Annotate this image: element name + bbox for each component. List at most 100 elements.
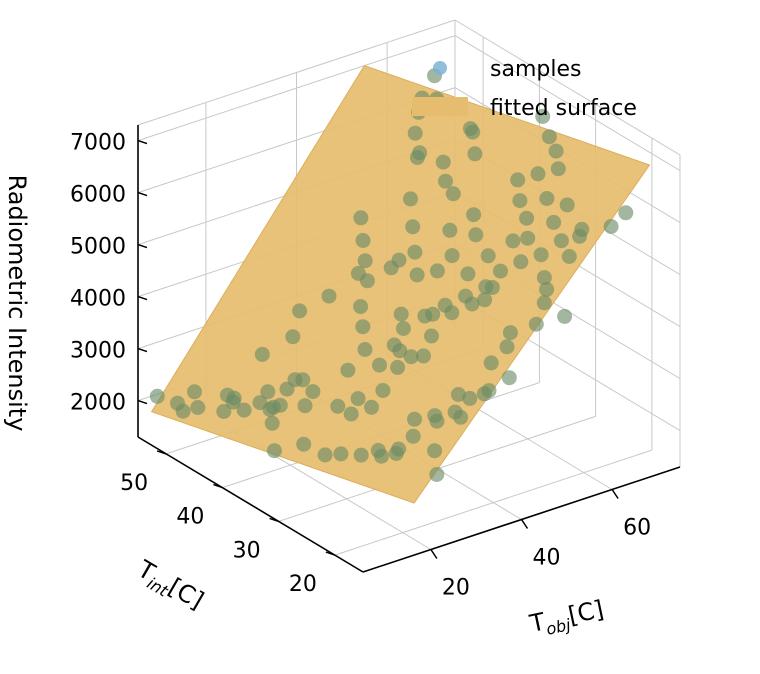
y-tick-label: 40 [176,505,204,530]
sample-point [357,342,373,357]
sample-point [603,219,619,234]
y-tick [269,517,279,523]
z-axis-label: Radiometric Intensity [3,175,31,432]
x-tick [520,519,529,529]
sample-point [444,248,460,264]
pane-edge [454,19,681,156]
sample-point [321,288,337,304]
pane-edge [137,19,456,126]
grid-line [137,35,456,142]
sample-point [460,266,476,282]
z-tick-label: 7000 [70,131,126,156]
sample-point [553,233,569,249]
sample-point [409,267,425,283]
z-tick [137,139,148,145]
sample-point [557,308,573,324]
sample-point [501,370,517,386]
sample-point [520,230,536,246]
grid-line [454,35,681,172]
sample-point [429,413,445,429]
sample-point [343,406,359,422]
axis-spines: 2000 3000 4000 5000 6000 7000 20 40 60 20 30 40 50 [70,125,681,601]
y-tick-label: 30 [233,538,261,563]
svg-text:Tint[C]: Tint[C] [130,554,208,618]
z-tick-label: 5000 [70,235,126,260]
sample-point [372,357,387,373]
sample-point [353,210,369,226]
sample-point [357,253,373,269]
y-tick-label: 20 [289,572,317,597]
sample-point [478,279,494,295]
sample-point [548,143,564,159]
sample-point [370,442,386,458]
sample-point [355,319,371,335]
x-axis-label: Tobj[C] [526,595,607,639]
sample-point [236,402,252,418]
sample-point [468,227,484,243]
sample-point [390,359,406,375]
sample-point [476,386,492,402]
z-tick-label: 6000 [70,183,126,208]
sample-point [175,403,191,419]
sample-point [450,387,466,402]
x-axis-label-main: T [526,607,547,638]
sample-point [463,121,478,137]
sample-point [405,219,421,235]
sample-point [333,446,349,462]
sample-point [149,388,165,404]
sample-point [412,145,428,161]
sample-point [266,443,282,459]
sample-point [510,172,526,188]
sample-point [190,400,206,415]
y-axis-label: Tint[C] [130,554,208,618]
sample-point [297,398,313,414]
z-tick [137,243,148,249]
sample-point [393,306,409,322]
sample-point [477,292,493,308]
sample-point [445,186,461,202]
fitted-surface [150,64,651,504]
z-tick [137,191,148,197]
sample-point [425,306,441,322]
x-tick-label: 60 [623,516,651,541]
x-axis-label-unit: [C] [566,595,607,630]
sample-point [216,404,232,419]
grid-line [334,449,653,556]
sample-point [429,467,445,482]
sample-point [618,205,634,221]
sample-point [453,409,469,425]
sample-point [502,325,518,341]
sample-point [442,222,458,238]
y-tick [213,483,223,489]
y-axis-label-unit: [C] [164,573,209,615]
sample-point [407,244,423,260]
legend-label-samples: samples [490,57,581,82]
y-tick-label: 50 [120,471,148,496]
sample-point [254,346,270,362]
y-tick [156,450,167,455]
sample-point [499,339,515,355]
sample-point [546,214,562,230]
sample-point [480,248,496,264]
sample-point [530,166,546,182]
sample-point [541,129,557,145]
sample-point [407,125,423,141]
sample-point [550,161,566,177]
legend: samples fitted surface [412,57,637,121]
sample-point [467,146,483,162]
sample-point [539,281,555,297]
sample-point [429,263,445,279]
sample-point [458,288,473,304]
z-tick [137,399,148,405]
sample-point [519,210,535,226]
sample-point [483,355,499,371]
sample-point [296,436,312,452]
sample-point [403,191,418,207]
x-tick-label: 40 [533,546,561,571]
sample-point [438,173,453,189]
sample-point [403,349,419,365]
sample-point [536,295,552,311]
sample-point [427,443,443,459]
sample-point [262,401,278,417]
sample-point [512,193,528,209]
